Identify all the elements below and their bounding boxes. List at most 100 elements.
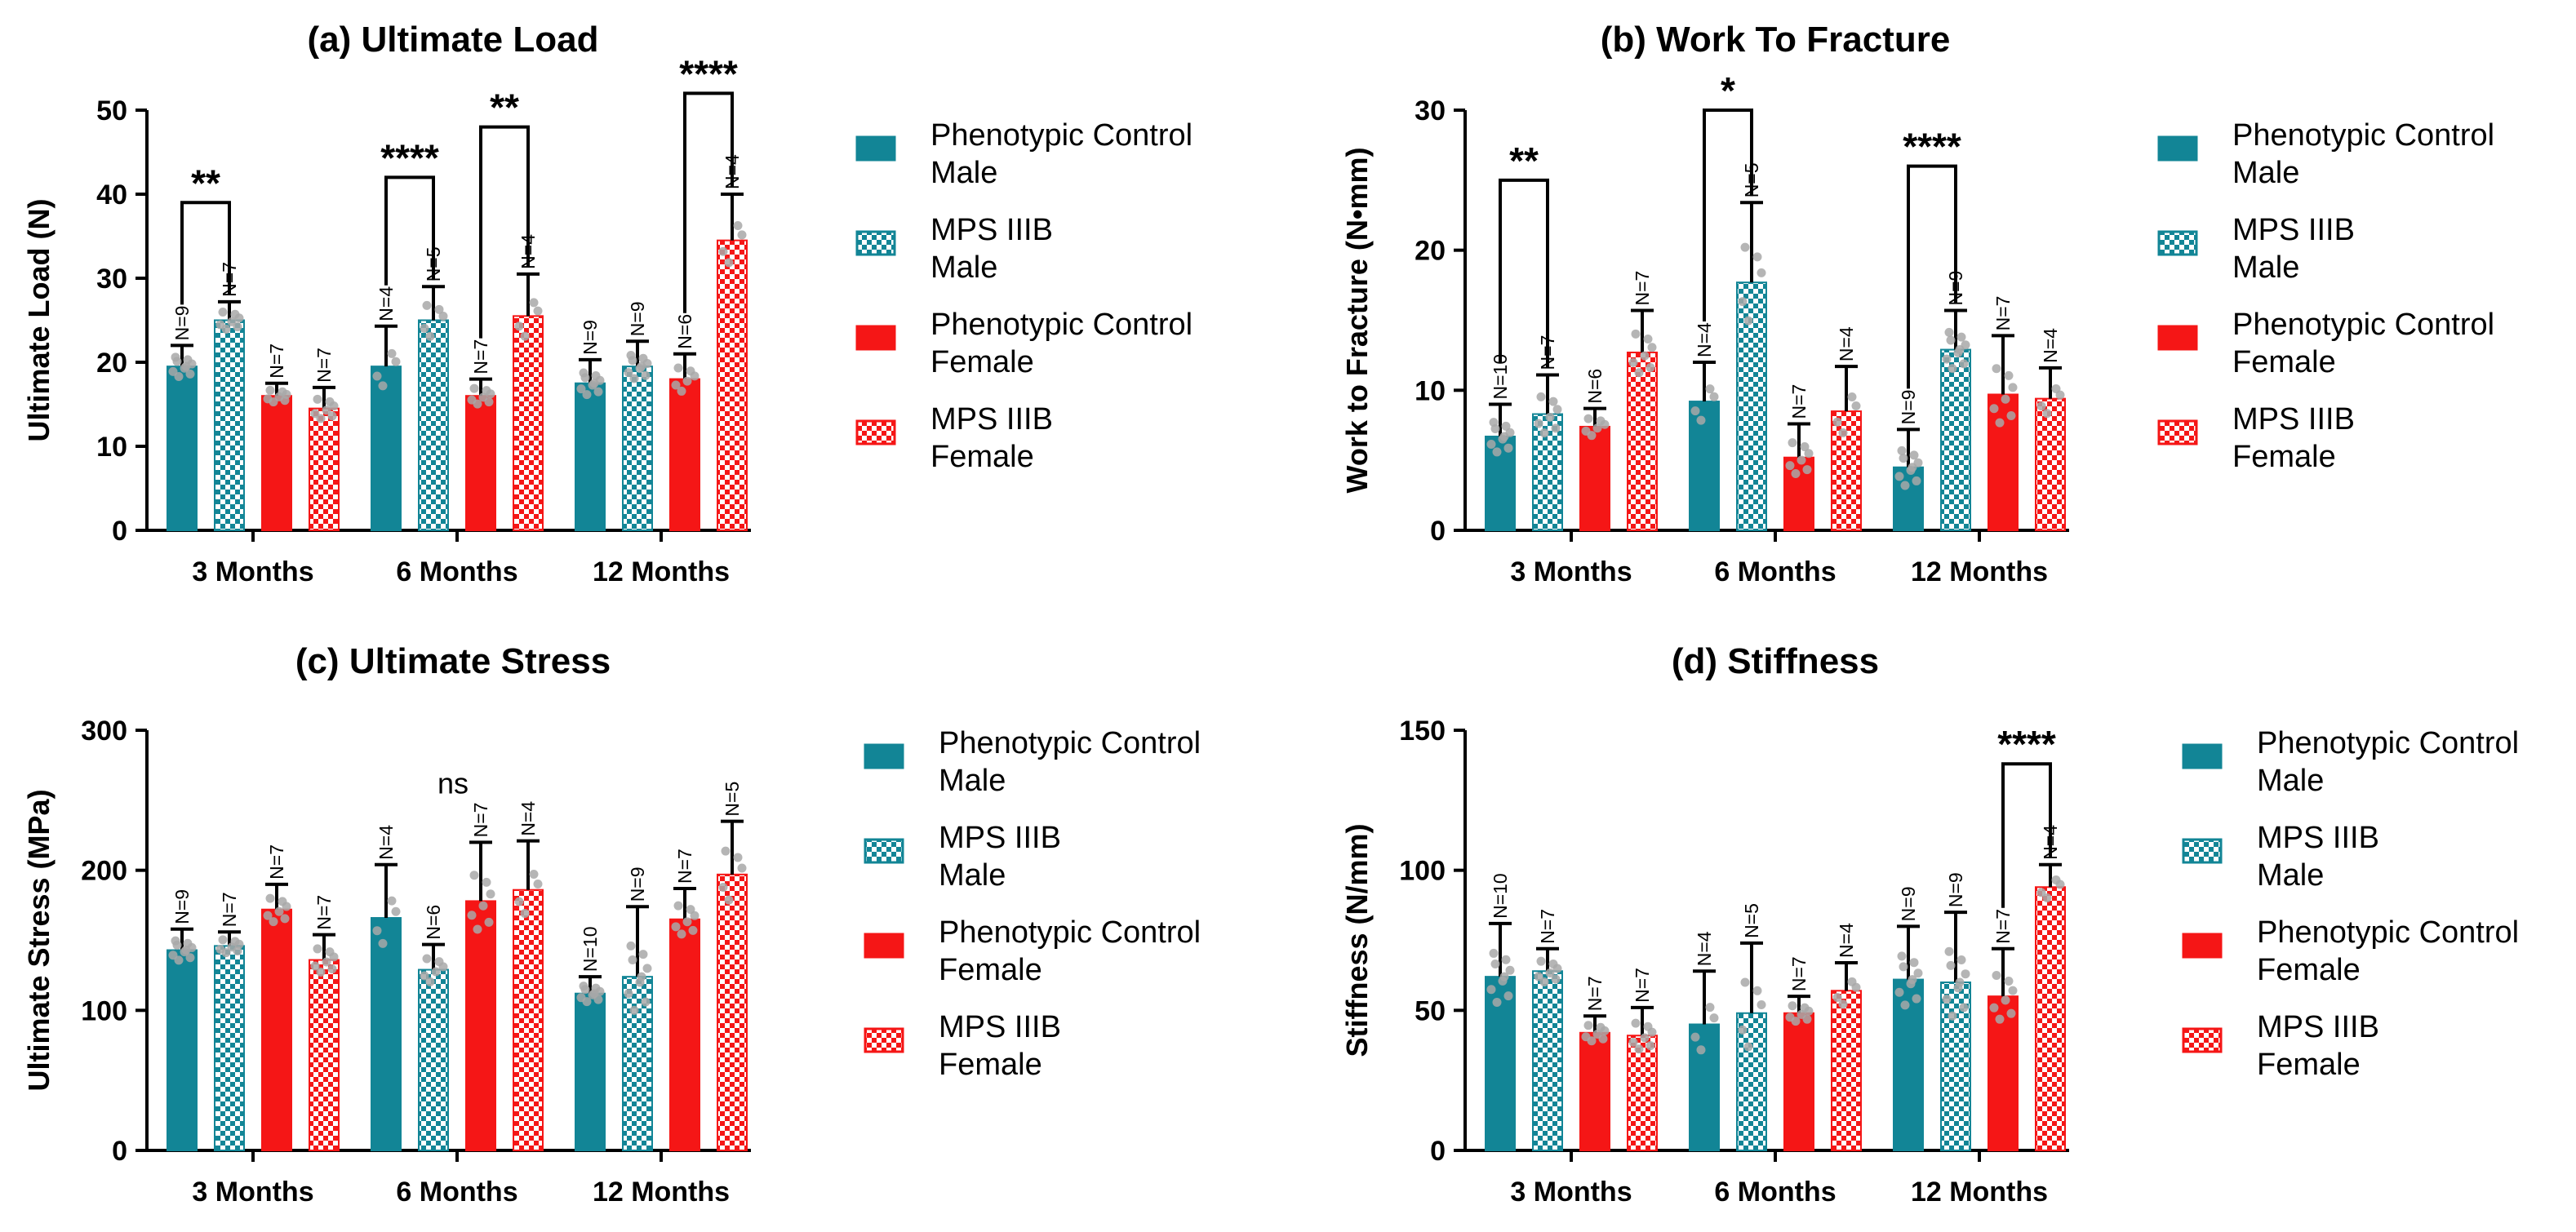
data-point [1802, 1014, 1812, 1024]
data-point [2042, 409, 2052, 419]
legend-label: Female [2257, 953, 2361, 987]
data-point [733, 221, 743, 231]
data-point [682, 917, 692, 927]
x-tick-label: 12 Months [1911, 556, 2048, 587]
data-point [1788, 438, 1797, 448]
data-point [313, 944, 322, 954]
legend-label: Male [930, 250, 997, 285]
data-point [1948, 364, 1957, 374]
data-point [1634, 1044, 1644, 1054]
legend-label: Female [939, 1048, 1042, 1082]
n-label: N=4 [1694, 322, 1715, 357]
data-point [218, 308, 228, 317]
data-point [682, 376, 692, 386]
legend-swatch [855, 230, 896, 256]
n-label: N=4 [1694, 931, 1715, 966]
data-point [473, 924, 482, 934]
data-point [1536, 956, 1546, 966]
data-point [1551, 974, 1561, 984]
n-label: N=7 [1992, 909, 2014, 944]
n-label: N=7 [1537, 909, 1558, 944]
data-point [1944, 946, 1954, 956]
legend-swatch [864, 838, 904, 864]
legend-label: Phenotypic Control [930, 118, 1193, 153]
legend-label: Male [2257, 764, 2324, 798]
data-point [671, 380, 681, 390]
data-point [1757, 999, 1766, 1009]
data-point [1501, 955, 1511, 964]
data-point [1791, 469, 1801, 479]
data-point [1992, 970, 2001, 980]
data-point [2006, 410, 2016, 420]
data-point [329, 401, 339, 411]
data-point [1492, 997, 1502, 1007]
data-point [688, 925, 698, 935]
data-point [274, 906, 284, 916]
data-point [467, 911, 477, 920]
data-point [2042, 893, 2052, 902]
data-point [1847, 392, 1857, 402]
x-tick-label: 6 Months [1714, 1177, 1836, 1208]
data-point [1740, 977, 1750, 987]
data-point [1545, 412, 1555, 422]
data-point [1600, 1026, 1610, 1035]
data-point [265, 385, 275, 395]
data-point [673, 363, 683, 373]
data-point [1628, 1037, 1638, 1047]
data-point [1913, 968, 1923, 978]
significance-label: * [1721, 69, 1735, 112]
chart-panel-3: (c) Ultimate Stress Ultimate Stress (MPa)… [22, 641, 1201, 1208]
n-label: N=7 [266, 343, 287, 379]
data-point [234, 939, 244, 949]
data-point [1690, 1032, 1700, 1042]
n-label: N=4 [517, 801, 539, 836]
data-point [181, 946, 191, 955]
data-point [422, 300, 432, 310]
bar [1736, 1012, 1767, 1152]
data-point [1503, 443, 1513, 453]
data-point [1791, 1017, 1801, 1026]
chart-title: (a) Ultimate Load [308, 20, 599, 60]
n-label: N=7 [266, 844, 287, 880]
bar [261, 395, 292, 532]
data-point [1552, 405, 1562, 414]
chart-panel-1: (a) Ultimate Load Ultimate Load (N) 0 10 20 3… [22, 20, 1193, 587]
y-axis-label: Work to Fracture (N•mm) [1340, 148, 1374, 494]
data-point [1900, 1000, 1910, 1010]
y-tick-label: 50 [96, 95, 127, 126]
bar [717, 239, 748, 531]
data-point [2004, 976, 2014, 986]
n-label: N=7 [219, 892, 240, 927]
data-point [1740, 242, 1750, 252]
data-point [1832, 417, 1842, 427]
data-point [1946, 960, 1956, 970]
data-point [1955, 345, 1965, 355]
data-point [234, 313, 244, 323]
x-tick-label: 3 Months [192, 1177, 313, 1208]
data-point [737, 863, 747, 873]
data-point [1788, 1001, 1797, 1011]
legend-label: Male [939, 764, 1006, 798]
data-point [420, 971, 429, 981]
data-point [1501, 421, 1511, 431]
data-point [174, 372, 184, 382]
data-point [718, 246, 728, 256]
data-point [233, 322, 242, 332]
data-point [1908, 463, 1917, 472]
data-point [1899, 962, 1908, 972]
data-point [172, 357, 182, 366]
n-label: N=7 [470, 339, 491, 374]
significance-bracket [1907, 164, 1957, 389]
data-point [1948, 1011, 1957, 1021]
x-tick-label: 3 Months [1510, 556, 1632, 587]
data-point [387, 896, 397, 906]
data-point [638, 950, 648, 959]
data-point [1851, 982, 1861, 992]
data-point [1738, 1025, 1748, 1035]
data-point [1587, 431, 1597, 441]
n-label: N=4 [375, 825, 397, 860]
data-point [1743, 1042, 1753, 1052]
bar [167, 366, 198, 531]
legend-label: MPS IIIB [930, 213, 1053, 247]
